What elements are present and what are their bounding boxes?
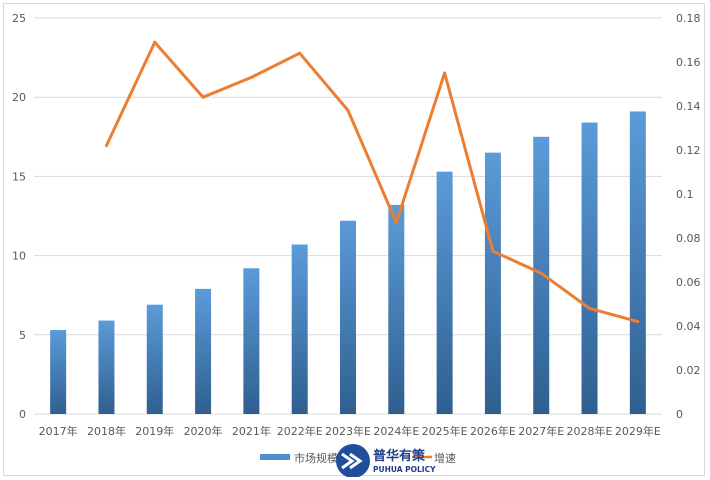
bar (243, 268, 260, 414)
right-tick-label: 0.08 (676, 232, 701, 245)
bar (629, 111, 646, 415)
bar (146, 304, 163, 414)
line-point (588, 306, 592, 310)
x-tick-label: 2018年 (87, 424, 126, 438)
bar (291, 244, 308, 414)
x-tick-label: 2028年E (567, 424, 613, 438)
bar (50, 330, 67, 414)
bar (533, 136, 550, 415)
bar-series (50, 111, 646, 415)
bar (581, 122, 598, 414)
x-tick-label: 2021年 (232, 424, 271, 438)
bar (195, 288, 212, 414)
left-tick-label: 10 (12, 250, 26, 263)
x-axis: 2017年 2018年 2019年 2020年 2021年 2022年E 2023年E 202… (39, 424, 661, 438)
right-tick-label: 0.06 (676, 276, 701, 289)
left-tick-label: 25 (12, 12, 26, 25)
left-tick-label: 5 (19, 329, 26, 342)
right-tick-label: 0.18 (676, 12, 701, 25)
right-tick-label: 0.04 (676, 320, 701, 333)
logo-chevron-icon (341, 452, 363, 470)
right-tick-label: 0.1 (676, 188, 694, 201)
line-point (153, 40, 157, 44)
watermark-logo: 普华有策 PUHUA POLICY (336, 444, 436, 477)
right-tick-label: 0 (676, 408, 683, 421)
bar (388, 204, 405, 414)
right-tick-label: 0.14 (676, 100, 701, 113)
x-tick-label: 2022年E (277, 424, 323, 438)
logo-subtitle: PUHUA POLICY (373, 465, 436, 474)
x-tick-label: 2024年E (373, 424, 419, 438)
left-tick-label: 20 (12, 91, 26, 104)
bar (484, 152, 501, 414)
x-tick-label: 2023年E (325, 424, 371, 438)
right-tick-label: 0.12 (676, 144, 701, 157)
x-tick-label: 2025年E (422, 424, 468, 438)
right-tick-label: 0.16 (676, 56, 701, 69)
line-point (249, 75, 253, 79)
line-point (394, 221, 398, 225)
x-tick-label: 2027年E (518, 424, 564, 438)
line-point (201, 95, 205, 99)
line-point (491, 249, 495, 253)
line-point (443, 71, 447, 75)
bar (436, 171, 453, 414)
left-tick-label: 0 (19, 408, 26, 421)
legend-bar-swatch (260, 454, 290, 460)
legend: 市场规模 增速 (260, 451, 456, 465)
x-tick-label: 2019年 (135, 424, 174, 438)
x-tick-label: 2026年E (470, 424, 516, 438)
right-axis: 0 0.02 0.04 0.06 0.08 0.1 0.12 0.14 0.16 0.18 (676, 12, 701, 421)
legend-line-label: 增速 (434, 451, 456, 465)
left-axis: 0 5 10 15 20 25 (12, 12, 26, 421)
right-tick-label: 0.02 (676, 364, 701, 377)
line-point (298, 51, 302, 55)
bar (98, 320, 115, 414)
line-point (346, 108, 350, 112)
line-point (636, 320, 640, 324)
legend-bar-label: 市场规模 (294, 451, 338, 465)
line-point (539, 271, 543, 275)
bar (340, 220, 356, 414)
x-tick-label: 2020年 (184, 424, 223, 438)
growth-line (105, 40, 639, 324)
left-tick-label: 15 (12, 170, 26, 183)
x-tick-label: 2029年E (615, 424, 661, 438)
line-series (104, 40, 640, 324)
chart-container: 0 5 10 15 20 25 0 0.02 0.04 0.06 0.08 0.1 0.12 0.14 0… (3, 3, 705, 477)
logo-title: 普华有策 (373, 448, 426, 464)
line-point (104, 144, 108, 148)
x-tick-label: 2017年 (39, 424, 78, 438)
